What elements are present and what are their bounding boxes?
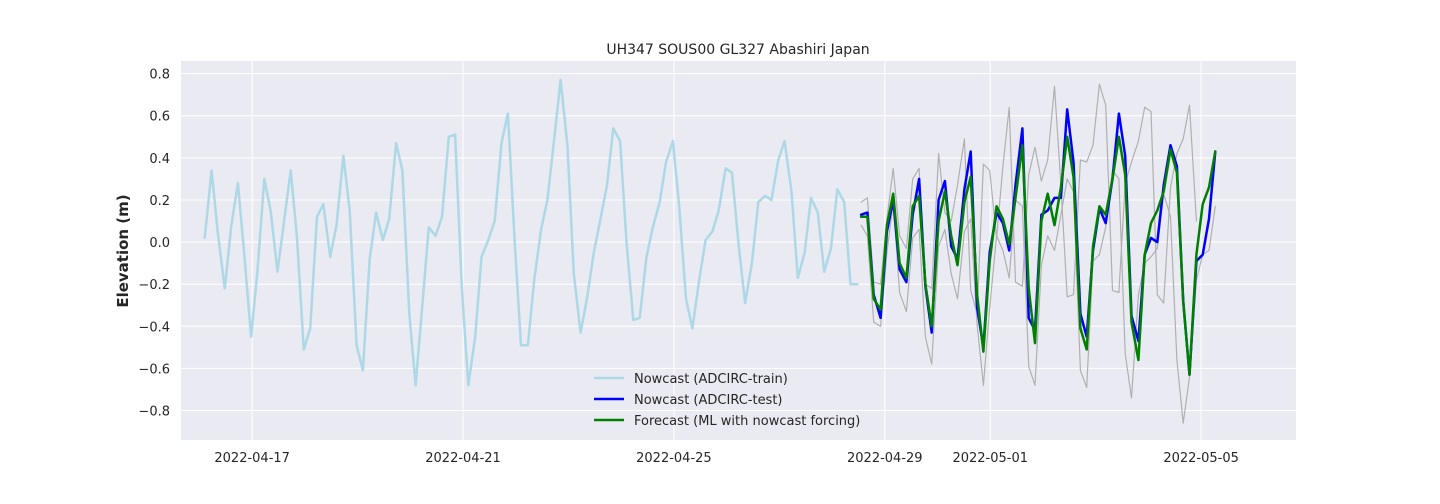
y-tick-label: −0.8 [138, 405, 170, 420]
tick-labels: 0.8 0.6 0.4 0.2 0.0 −0.2 −0.4 −0.6 −0.8 2022-04-1… [138, 68, 1238, 466]
y-tick-label: −0.4 [138, 320, 170, 335]
legend-label: Nowcast (ADCIRC-train) [634, 372, 788, 387]
y-tick-label: −0.2 [138, 278, 170, 293]
series-line-upper-bound [860, 83, 1198, 315]
series-group [203, 78, 1217, 424]
y-axis-label: Elevation (m) [114, 194, 132, 307]
y-tick-label: −0.6 [138, 362, 170, 377]
y-tick-label: 0.8 [149, 68, 170, 83]
series-line-nowcast-adcirc-train [203, 78, 859, 387]
chart-title: UH347 SOUS00 GL327 Abashiri Japan [606, 42, 869, 58]
series-line-forecast-ml-with-nowcast-forcing [859, 135, 1217, 376]
y-tick-label: 0.0 [149, 236, 170, 251]
y-tick-label: 0.4 [149, 152, 170, 167]
x-tick-label: 2022-05-05 [1163, 451, 1239, 466]
legend-label: Forecast (ML with nowcast forcing) [634, 414, 860, 429]
x-tick-label: 2022-04-17 [214, 451, 290, 466]
legend-label: Nowcast (ADCIRC-test) [634, 393, 783, 408]
y-tick-label: 0.2 [149, 194, 170, 209]
legend: Nowcast (ADCIRC-train) Nowcast (ADCIRC-te… [594, 372, 860, 429]
x-tick-label: 2022-04-21 [425, 451, 501, 466]
y-tick-label: 0.6 [149, 110, 170, 125]
grid [181, 61, 1296, 440]
x-tick-label: 2022-04-25 [636, 451, 712, 466]
x-tick-label: 2022-04-29 [847, 451, 923, 466]
series-line-lower-bound [860, 169, 1216, 424]
x-tick-label: 2022-05-01 [952, 451, 1028, 466]
